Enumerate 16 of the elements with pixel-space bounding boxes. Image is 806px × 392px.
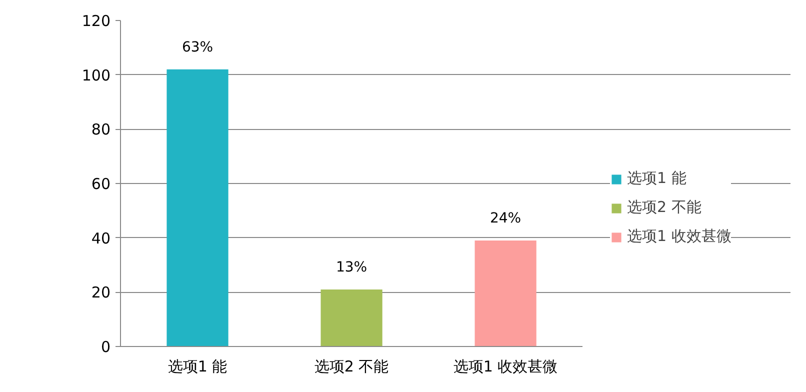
y-tick-label: 120	[82, 12, 111, 30]
y-tick-label: 0	[100, 338, 111, 356]
y-tick-label: 60	[91, 175, 111, 193]
annotation: 24%	[490, 210, 522, 227]
legend-label: 选项2 不能	[627, 198, 702, 217]
y-tick-label: 40	[91, 229, 111, 248]
x-tick-label: 选项1 能	[168, 358, 228, 376]
y-tick-label: 80	[91, 120, 111, 139]
y-tick-label: 20	[91, 284, 111, 302]
y-tick-label: 100	[82, 66, 111, 84]
annotation: 63%	[182, 39, 214, 56]
x-tick-label: 选项2 不能	[314, 358, 389, 376]
x-tick-label: 选项1 收效甚微	[453, 358, 558, 376]
legend-label: 选项1 收效甚微	[627, 227, 732, 246]
legend-label: 选项1 能	[627, 169, 686, 188]
annotation: 13%	[336, 259, 368, 276]
